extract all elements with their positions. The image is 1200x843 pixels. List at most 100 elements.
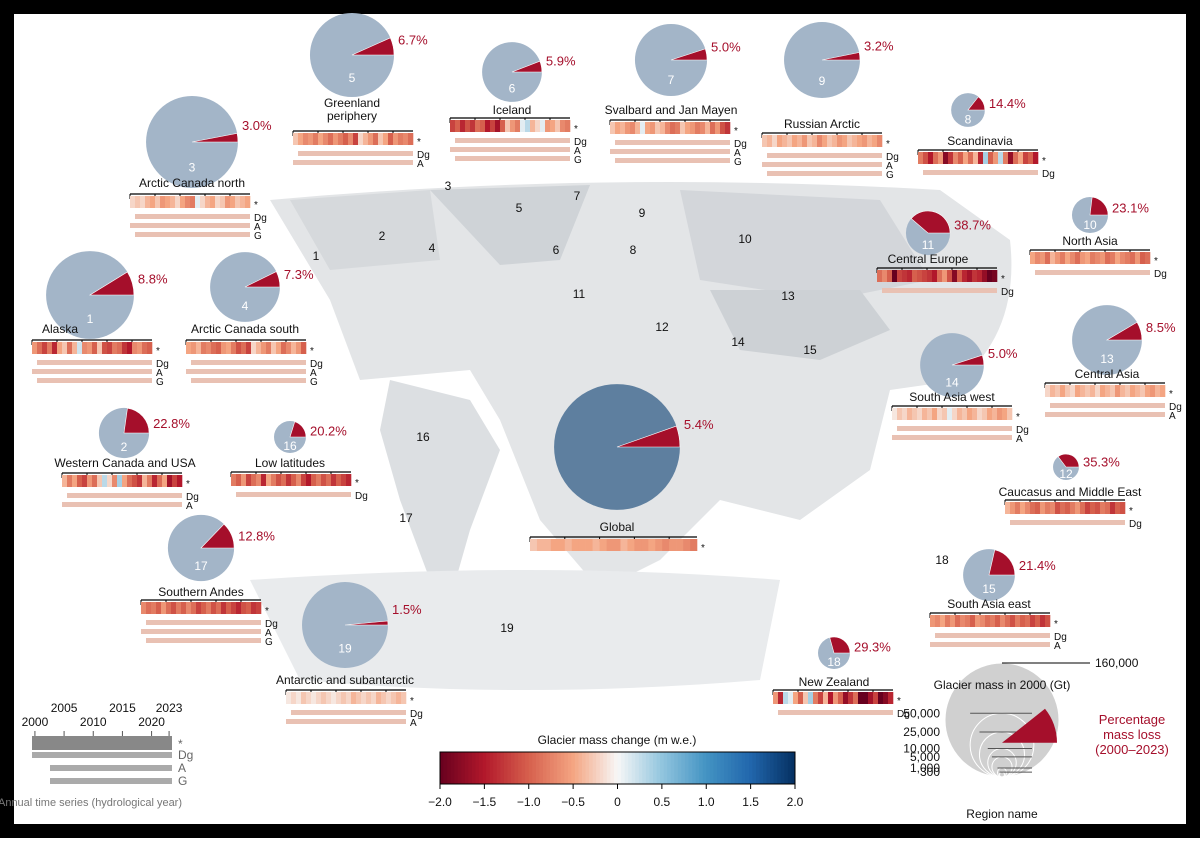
annual-cell	[220, 196, 226, 208]
annual-cell	[1110, 252, 1116, 264]
row-label: *	[734, 126, 738, 137]
annual-cell	[117, 475, 123, 487]
annual-cell	[205, 196, 211, 208]
annual-cell	[1050, 252, 1056, 264]
row-label: Dg	[355, 491, 368, 502]
annual-cell	[585, 539, 593, 551]
annual-cell	[838, 692, 844, 704]
loss-label: 21.4%	[1019, 558, 1056, 573]
annual-cell	[341, 692, 347, 704]
annual-cell	[873, 692, 879, 704]
annual-cell	[797, 135, 803, 147]
row-label: *	[1154, 256, 1158, 267]
annual-cell	[246, 602, 252, 614]
pie-loss-wedge	[967, 96, 986, 111]
colorbar-cell	[638, 752, 643, 784]
annual-cell	[338, 133, 344, 145]
annual-cell	[341, 474, 347, 486]
annual-cell	[373, 133, 379, 145]
annual-cell	[1110, 502, 1116, 514]
pie-loss-wedge	[344, 620, 389, 626]
row-label: *	[254, 200, 258, 211]
annual-cell	[172, 475, 178, 487]
annual-cell	[331, 474, 337, 486]
annual-cell	[985, 615, 991, 627]
annual-cell	[725, 122, 731, 134]
colorbar-cell	[599, 752, 604, 784]
data-coverage-strip	[892, 435, 1012, 440]
annual-cell	[645, 122, 651, 134]
annual-cell	[311, 692, 317, 704]
annual-cell	[1105, 252, 1111, 264]
colorbar-cell	[645, 752, 650, 784]
annual-cell	[833, 692, 839, 704]
loss-legend-line: mass loss	[1103, 727, 1161, 742]
pie-loss-wedge	[1105, 321, 1143, 341]
data-coverage-strip	[450, 147, 570, 152]
annual-cell	[251, 602, 257, 614]
row-label: Dg	[1042, 169, 1055, 180]
annual-cell	[1100, 502, 1106, 514]
row-label: *	[310, 346, 314, 357]
annual-cell	[778, 692, 784, 704]
annual-cell	[1105, 385, 1111, 397]
annual-cell	[685, 122, 691, 134]
annual-cell	[837, 135, 843, 147]
annual-cell	[793, 692, 799, 704]
row-label: *	[1054, 619, 1058, 630]
annual-cell	[77, 475, 83, 487]
data-coverage-strip	[455, 156, 570, 161]
annual-cell	[201, 342, 207, 354]
annual-cell	[1080, 252, 1086, 264]
annual-cell	[235, 196, 241, 208]
row-label: A	[1054, 641, 1061, 652]
annual-cell	[676, 539, 684, 551]
annual-cell	[1015, 502, 1021, 514]
annual-cell	[812, 135, 818, 147]
annual-cell	[82, 475, 88, 487]
annual-cell	[560, 120, 566, 132]
pie-number: 14	[945, 376, 959, 390]
size-legend-label: 300	[920, 765, 940, 779]
annual-cell	[150, 196, 156, 208]
annual-cell	[102, 342, 108, 354]
annual-cell	[977, 270, 983, 282]
row-label: *	[1001, 274, 1005, 285]
annual-cell	[1045, 252, 1051, 264]
annual-cell	[231, 342, 237, 354]
row-label: *	[574, 124, 578, 135]
annual-cell	[515, 120, 521, 132]
annual-cell	[117, 342, 123, 354]
annual-cell	[1105, 502, 1111, 514]
annual-cell	[892, 270, 898, 282]
annual-cell	[660, 122, 666, 134]
time-legend-caption: Annual time series (hydrological year)	[0, 797, 182, 809]
region-name: Arctic Canada north	[139, 176, 245, 190]
data-coverage-strip	[1045, 412, 1165, 417]
annual-cell	[610, 122, 616, 134]
annual-cell	[957, 270, 963, 282]
pie-loss-wedge	[88, 271, 135, 296]
annual-cell	[251, 342, 257, 354]
colorbar-cell	[525, 752, 530, 784]
annual-cell	[236, 342, 242, 354]
annual-cell	[1060, 252, 1066, 264]
annual-cell	[777, 135, 783, 147]
pie-loss-wedge	[123, 407, 150, 434]
annual-cell	[77, 342, 83, 354]
pie-number: 11	[922, 238, 935, 252]
annual-cell	[176, 602, 182, 614]
map-number: 11	[573, 287, 586, 301]
row-label: A	[574, 146, 581, 157]
colorbar-cell	[450, 752, 455, 784]
annual-cell	[525, 120, 531, 132]
loss-legend: Percentage mass loss (2000–2023)	[1095, 712, 1169, 757]
annual-cell	[398, 133, 404, 145]
data-coverage-strip	[615, 140, 730, 145]
data-coverage-strip	[930, 642, 1050, 647]
loss-label: 8.8%	[138, 272, 168, 287]
annual-cell	[236, 474, 242, 486]
map-number: 18	[935, 553, 949, 567]
map-number: 17	[399, 511, 413, 525]
annual-cell	[669, 539, 677, 551]
